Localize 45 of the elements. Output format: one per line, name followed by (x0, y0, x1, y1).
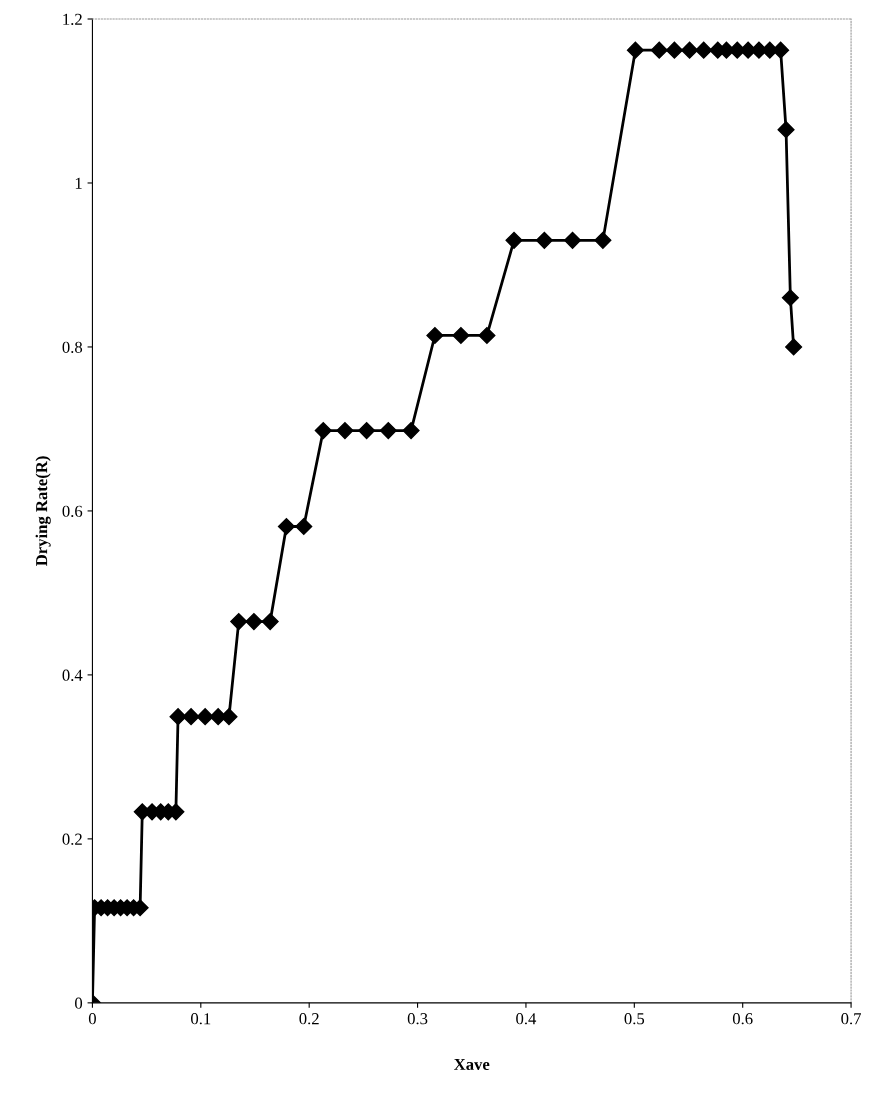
y-tick-label: 1 (75, 177, 82, 189)
point (665, 41, 683, 59)
x-tick-label: 0.5 (624, 1013, 645, 1025)
point (535, 231, 553, 249)
x-tick-label: 0.1 (191, 1013, 211, 1025)
point (452, 326, 470, 345)
point (563, 231, 582, 249)
x-tick-label: 0.6 (732, 1013, 753, 1025)
x-tick-label: 0.4 (516, 1013, 537, 1025)
y-tick-label: 0.4 (62, 669, 83, 681)
point (681, 41, 699, 59)
point (650, 41, 668, 59)
point (402, 422, 420, 440)
point (230, 613, 248, 631)
y-tick-label: 1.2 (63, 13, 82, 26)
point (261, 613, 279, 631)
y-tick-label: 0.6 (62, 505, 83, 517)
point (277, 517, 295, 536)
x-tick-label: 0.2 (299, 1013, 319, 1025)
point (426, 326, 444, 345)
point (196, 708, 214, 726)
point (594, 231, 612, 249)
point (626, 41, 644, 59)
point (781, 289, 799, 307)
point (785, 338, 803, 356)
point (695, 41, 713, 59)
point (777, 121, 795, 139)
x-tick-label: 0 (88, 1013, 96, 1025)
y-tick-label: 0.2 (62, 833, 82, 845)
x-axis-title: Xave (454, 1058, 490, 1070)
x-tick-label: 0.7 (841, 1013, 862, 1025)
point (336, 422, 354, 440)
point (358, 422, 376, 440)
y-axis-title: Drying Rate(R) (35, 456, 51, 566)
point (505, 231, 523, 249)
point (295, 517, 313, 536)
point (379, 422, 397, 440)
x-tick-label: 0.3 (407, 1013, 428, 1025)
point (182, 708, 200, 726)
point (478, 326, 496, 345)
point (245, 613, 263, 631)
point (314, 422, 332, 440)
point (169, 708, 187, 726)
y-tick-label: 0.8 (62, 341, 83, 353)
y-tick-label: 0 (75, 997, 83, 1009)
